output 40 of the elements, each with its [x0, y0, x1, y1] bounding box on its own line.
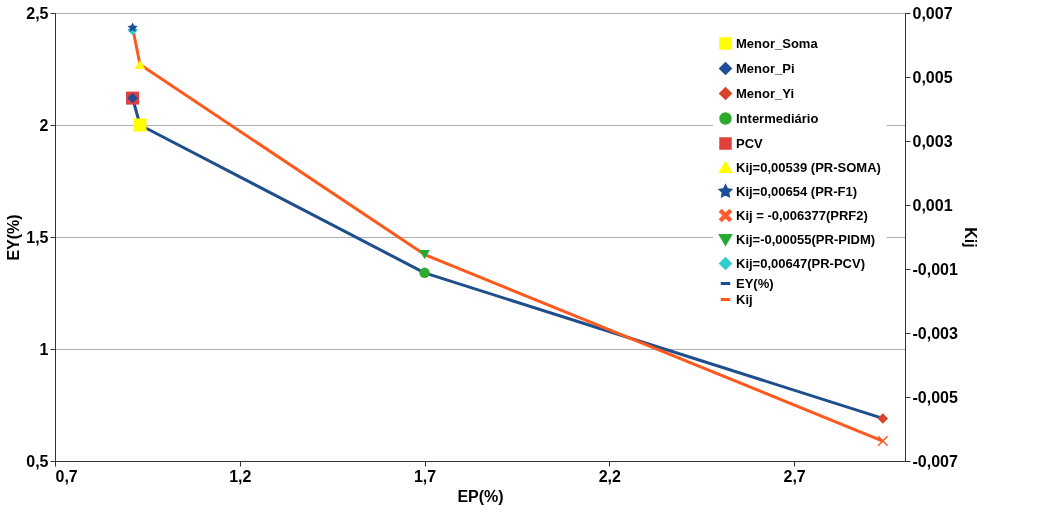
y2-tick-label: -0,003	[912, 324, 958, 342]
y-tick-label: 2,5	[26, 4, 49, 22]
point	[419, 267, 430, 279]
y-tick-label: 1,5	[26, 228, 49, 246]
y-tick-label: 1	[39, 340, 49, 358]
y2-tick-label: 0,005	[912, 68, 953, 86]
point	[877, 413, 889, 424]
y2-tick-label: 0,007	[912, 4, 953, 22]
x-axis-title: EP(%)	[457, 487, 504, 505]
y2-tick-label: -0,007	[912, 452, 958, 470]
y-tick-label: 2	[39, 116, 49, 134]
legend-label: Intermediário	[736, 110, 819, 126]
legend-label: Menor_Pi	[736, 60, 795, 76]
legend-label: Menor_Soma	[736, 35, 819, 51]
legend-label: Kij=-0,00055(PR-PIDM)	[736, 231, 876, 247]
x-tick-label: 2,2	[598, 467, 622, 485]
y2-tick-label: 0,001	[912, 196, 953, 214]
y2-tick-label: 0,003	[912, 132, 953, 150]
legend-label: Kij=0,00539 (PR-SOMA)	[736, 159, 881, 175]
point	[419, 250, 430, 260]
x-tick-label: 1,2	[229, 467, 252, 485]
legend-label: Menor_Yi	[736, 85, 795, 101]
point	[134, 59, 146, 70]
point	[127, 22, 138, 32]
x-tick-label: 2,7	[783, 467, 806, 485]
x-tick-label: 1,7	[413, 467, 437, 485]
y2-tick-label: -0,001	[912, 260, 958, 278]
point	[877, 435, 889, 447]
legend-label: Kij=0,00654 (PR-F1)	[736, 183, 858, 199]
legend-label: Kij=0,00647(PR-PCV)	[736, 255, 865, 271]
legend-label: PCV	[736, 135, 764, 151]
legend-label: Kij	[736, 291, 753, 307]
y2-axis-title: Kij	[961, 227, 979, 248]
legend-label: EY(%)	[736, 275, 774, 291]
point	[133, 118, 147, 132]
y-axis-title: EY(%)	[5, 214, 23, 261]
y-tick-label: 0,5	[26, 452, 49, 470]
y2-tick-label: -0,005	[912, 388, 958, 406]
legend-label: Kij = -0,006377(PRF2)	[736, 207, 868, 223]
x-tick-label: 0,7	[55, 467, 78, 485]
